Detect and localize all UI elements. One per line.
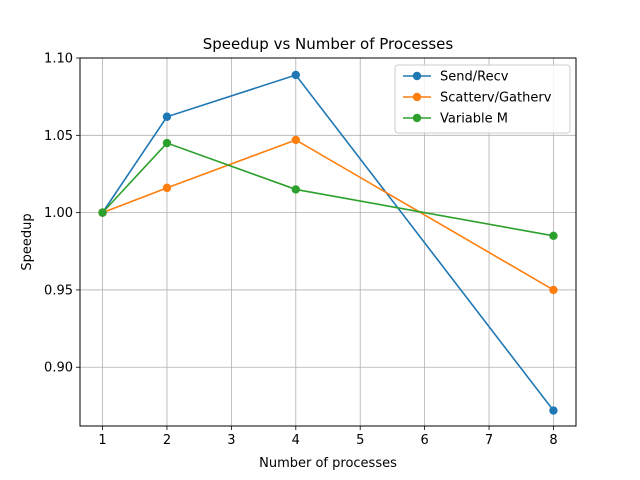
data-point <box>98 208 107 217</box>
series-layer <box>98 70 558 415</box>
legend-item: Send/Recv <box>403 70 509 85</box>
x-tick-label: 8 <box>549 433 557 448</box>
y-tick-label: 0.90 <box>44 361 73 376</box>
legend-item: Variable M <box>403 112 508 127</box>
x-axis: 1 2 3 4 5 6 7 8 <box>98 426 558 448</box>
legend-marker <box>412 71 422 81</box>
data-point <box>291 185 300 194</box>
data-point <box>549 231 558 241</box>
legend-marker <box>412 92 422 102</box>
data-point <box>549 406 558 415</box>
x-tick-label: 4 <box>292 433 300 448</box>
x-tick-label: 1 <box>98 433 106 448</box>
y-tick-label: 1.05 <box>44 129 73 144</box>
series-line <box>101 74 555 412</box>
legend: Send/Recv Scatterv/Gatherv Variable M <box>394 64 571 134</box>
data-point <box>291 70 300 80</box>
data-point <box>549 285 558 295</box>
x-tick-label: 3 <box>227 433 235 448</box>
y-axis-label: Speedup <box>20 213 35 270</box>
series-line <box>101 142 554 237</box>
x-tick-label: 6 <box>420 433 428 448</box>
chart-title: Speedup vs Number of Processes <box>203 35 454 53</box>
series-line <box>102 139 554 291</box>
legend-item: Scatterv/Gatherv <box>403 91 552 106</box>
y-tick-label: 0.95 <box>44 283 73 298</box>
legend-label: Scatterv/Gatherv <box>440 91 552 106</box>
x-tick-label: 2 <box>163 433 171 448</box>
y-axis: 0.90 0.95 1.00 1.05 1.10 <box>44 52 80 376</box>
data-point <box>162 183 172 193</box>
legend-label: Send/Recv <box>440 70 509 85</box>
plot-frame <box>79 57 577 427</box>
x-axis-label: Number of processes <box>259 456 397 471</box>
legend-label: Variable M <box>440 112 508 127</box>
data-point <box>162 138 172 148</box>
legend-marker <box>412 113 422 123</box>
series-variable-m <box>98 138 558 241</box>
legend-box <box>394 64 571 134</box>
x-tick-label: 5 <box>356 433 364 448</box>
x-tick-label: 7 <box>485 433 493 448</box>
y-tick-label: 1.10 <box>44 52 73 67</box>
data-point <box>291 135 300 145</box>
data-point <box>162 112 172 121</box>
y-tick-label: 1.00 <box>44 206 73 221</box>
